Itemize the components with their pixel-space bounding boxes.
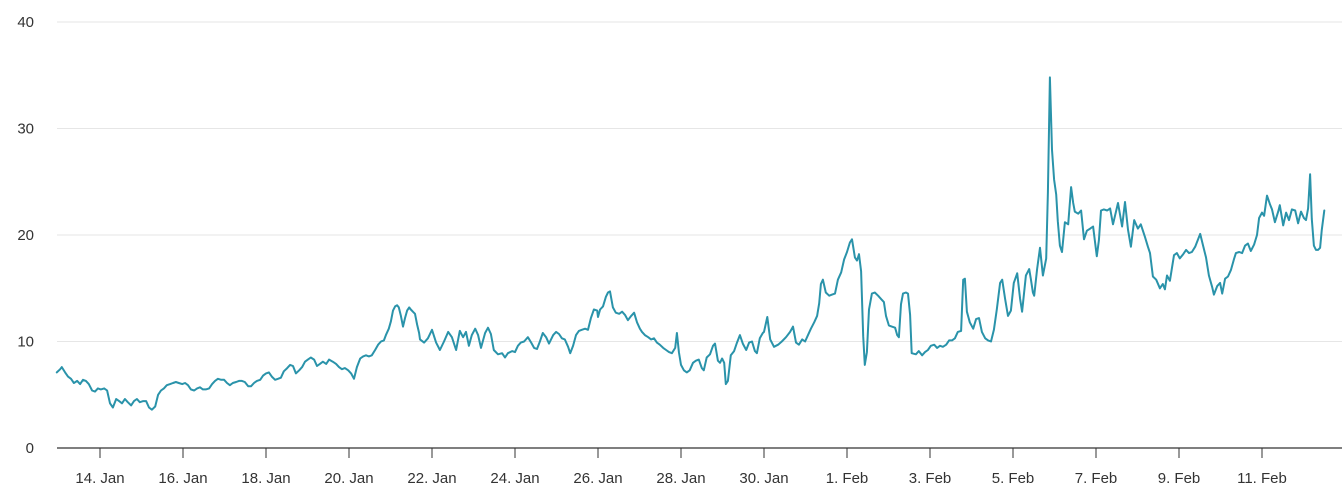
x-tick-label: 7. Feb <box>1075 470 1118 487</box>
x-tick-label: 5. Feb <box>992 470 1035 487</box>
y-axis-labels: 0 10 20 30 40 <box>17 14 34 457</box>
series-line <box>55 76 1326 411</box>
x-tick-label: 30. Jan <box>739 470 788 487</box>
x-tick-label: 28. Jan <box>656 470 705 487</box>
y-tick-label: 40 <box>17 14 34 31</box>
x-tick-label: 11. Feb <box>1237 470 1287 487</box>
y-tick-label: 10 <box>17 334 34 351</box>
x-tick-label: 14. Jan <box>75 470 124 487</box>
x-tick-label: 9. Feb <box>1158 470 1201 487</box>
x-tick-label: 16. Jan <box>158 470 207 487</box>
x-tick-label: 26. Jan <box>573 470 622 487</box>
y-tick-label: 30 <box>17 121 34 138</box>
x-tick-label: 20. Jan <box>324 470 373 487</box>
x-axis: 14. Jan 16. Jan 18. Jan 20. Jan 22. Jan 24. J… <box>57 447 1342 487</box>
x-tick-label: 22. Jan <box>407 470 456 487</box>
x-tick-label: 3. Feb <box>909 470 952 487</box>
y-tick-label: 0 <box>26 440 34 457</box>
y-gridlines <box>57 21 1342 342</box>
y-tick-label: 20 <box>17 227 34 244</box>
x-tick-label: 18. Jan <box>241 470 290 487</box>
x-tick-label: 1. Feb <box>826 470 869 487</box>
x-tick-label: 24. Jan <box>490 470 539 487</box>
